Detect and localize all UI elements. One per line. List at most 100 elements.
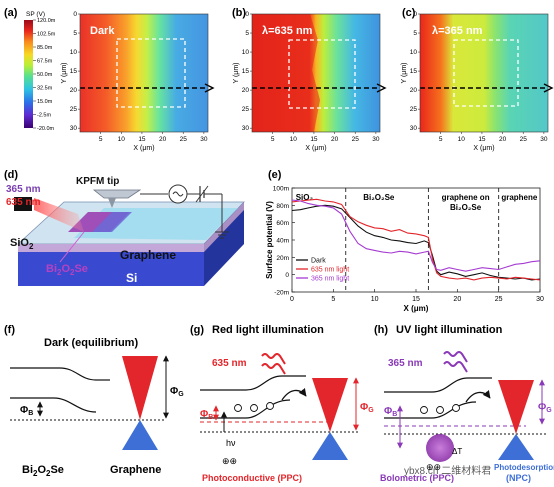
map-y-axis-label: Y (μm): [401, 62, 408, 83]
map-x-axis-label: X (μm): [305, 145, 326, 152]
map-y-tick-label: 30: [70, 125, 78, 132]
h-npc-label: (NPC): [506, 473, 531, 483]
label-graphene: Graphene: [120, 248, 176, 262]
colorbar-tick-label: 15.0m: [37, 99, 53, 105]
map-x-tick-label: 10: [458, 136, 466, 143]
panel-label-e: (e): [268, 169, 282, 181]
f-label-graphene: Graphene: [110, 464, 161, 476]
map-y-tick-label: 10: [70, 49, 78, 56]
map-a-roi-box: [116, 38, 186, 108]
legend-label: 635 nm light: [311, 267, 349, 274]
x-tick-label: 30: [536, 296, 544, 303]
h-photodesorption-label: Photodesorption: [494, 463, 554, 472]
map-y-tick-label: 15: [70, 68, 78, 75]
region-label: graphene: [501, 193, 538, 202]
map-y-tick-label: 0: [73, 11, 77, 18]
kpfm-tip-icon: [92, 189, 142, 199]
panel-label-a: (a): [4, 7, 18, 19]
panel-label-b: (b): [232, 7, 246, 19]
colorbar-gradient: [24, 20, 33, 128]
map-b-axes: 5 10 15 20 25 30 0 5 10 15 20 25 30 X (μm) Y (μm): [233, 11, 381, 152]
map-b-corner-label: λ=635 nm: [262, 25, 313, 37]
g-electron-1: [234, 404, 242, 412]
map-x-axis-label: X (μm): [473, 145, 494, 152]
y-tick-label: -20m: [274, 290, 289, 297]
h-phib-main: Φ: [384, 406, 392, 417]
label-365nm: 365 nm: [6, 184, 41, 195]
label-sio2-sub: 2: [29, 242, 34, 251]
map-x-tick-label: 30: [372, 136, 380, 143]
map-x-tick-label: 15: [138, 136, 146, 143]
map-b-scan-arrow: [376, 83, 387, 93]
colorbar-tick-label: 32.5m: [37, 86, 53, 92]
light-source-icon: [14, 197, 32, 211]
f-o-sub: 2: [46, 469, 51, 478]
map-a-image: [80, 14, 208, 132]
g-ppc-label: Photoconductive (PPC): [202, 473, 302, 483]
colorbar-tick-label: -20.0m: [37, 126, 55, 132]
map-frame: [79, 13, 209, 133]
map-x-tick-label: 5: [99, 136, 103, 143]
f-phib-sub: B: [28, 410, 33, 417]
h-electron-3: [452, 404, 460, 412]
map-x-tick-label: 15: [310, 136, 318, 143]
g-photon-wave-2: [261, 363, 286, 375]
g-phig-label: ΦG: [360, 402, 374, 414]
f-label-bi2o2se: Bi2O2Se: [22, 464, 64, 478]
overlap-region: [92, 212, 132, 232]
map-y-tick-label: 20: [242, 87, 250, 94]
y-tick-label: 100m: [273, 186, 289, 193]
legend-label: Dark: [311, 258, 326, 265]
map-y-tick-label: 30: [242, 125, 250, 132]
map-a-scan-arrow: [204, 83, 215, 93]
light-beam: [34, 198, 84, 232]
map-c-image: [420, 14, 548, 132]
h-band-lower: [384, 401, 477, 419]
map-frame: [251, 13, 381, 133]
map-y-tick-label: 25: [70, 106, 78, 113]
h-photon-wave-2: [443, 361, 468, 373]
h-electron-2: [436, 406, 444, 414]
series-line: [291, 204, 541, 281]
x-tick-label: 5: [331, 296, 335, 303]
dc-source-variable: [195, 185, 209, 203]
map-y-tick-label: 0: [413, 11, 417, 18]
map-a-corner-label: Dark: [90, 25, 115, 37]
h-dirac-lower-cone: [498, 434, 534, 460]
bi2o2se-leader: [59, 231, 85, 263]
h-holes: ⊕⊕: [426, 462, 441, 472]
g-dirac-upper-cone: [312, 378, 348, 432]
panel-label-c: (c): [402, 7, 416, 19]
map-y-tick-label: 30: [410, 125, 418, 132]
g-phib-sub: B: [208, 414, 213, 421]
bi2o2se-part-se: Se: [74, 263, 87, 275]
panel-c: (c) λ=365 nm 5 10 15 20 25 30 0 5 10 15 20 25 30 X (μ…: [401, 7, 554, 152]
g-band-lower: [200, 399, 291, 419]
f-dirac-upper-cone: [122, 356, 158, 420]
map-b-edge-shade: [252, 14, 320, 132]
h-dirac-upper-cone: [498, 380, 534, 434]
map-y-tick-label: 10: [242, 49, 250, 56]
map-x-tick-label: 25: [180, 136, 188, 143]
f-phib-main: Φ: [20, 405, 28, 416]
panel-g-title: Red light illumination: [212, 324, 324, 336]
x-tick-label: 10: [371, 296, 379, 303]
g-band-upper: [200, 375, 306, 391]
colorbar-tick-label: 102.5m: [37, 32, 56, 38]
f-phib-label: ΦB: [20, 405, 33, 417]
map-y-tick-label: 0: [245, 11, 249, 18]
map-y-tick-label: 25: [242, 106, 250, 113]
panel-f-title: Dark (equilibrium): [44, 337, 138, 349]
map-x-tick-label: 30: [540, 136, 548, 143]
colorbar-ticks: 120.0m 102.5m 85.0m 67.5m 50.0m 32.5m 15.0m -2.…: [33, 18, 56, 132]
map-c-roi-box: [453, 39, 519, 107]
region-label: graphene on: [442, 193, 490, 202]
y-tick-label: 0: [285, 272, 289, 279]
sio2-side: [204, 202, 244, 252]
h-phig-sub: G: [546, 407, 552, 414]
f-band-vb-upper: [10, 367, 97, 381]
h-band-upper: [384, 377, 492, 393]
y-tick-label: 20m: [276, 255, 289, 262]
map-x-tick-label: 5: [439, 136, 443, 143]
